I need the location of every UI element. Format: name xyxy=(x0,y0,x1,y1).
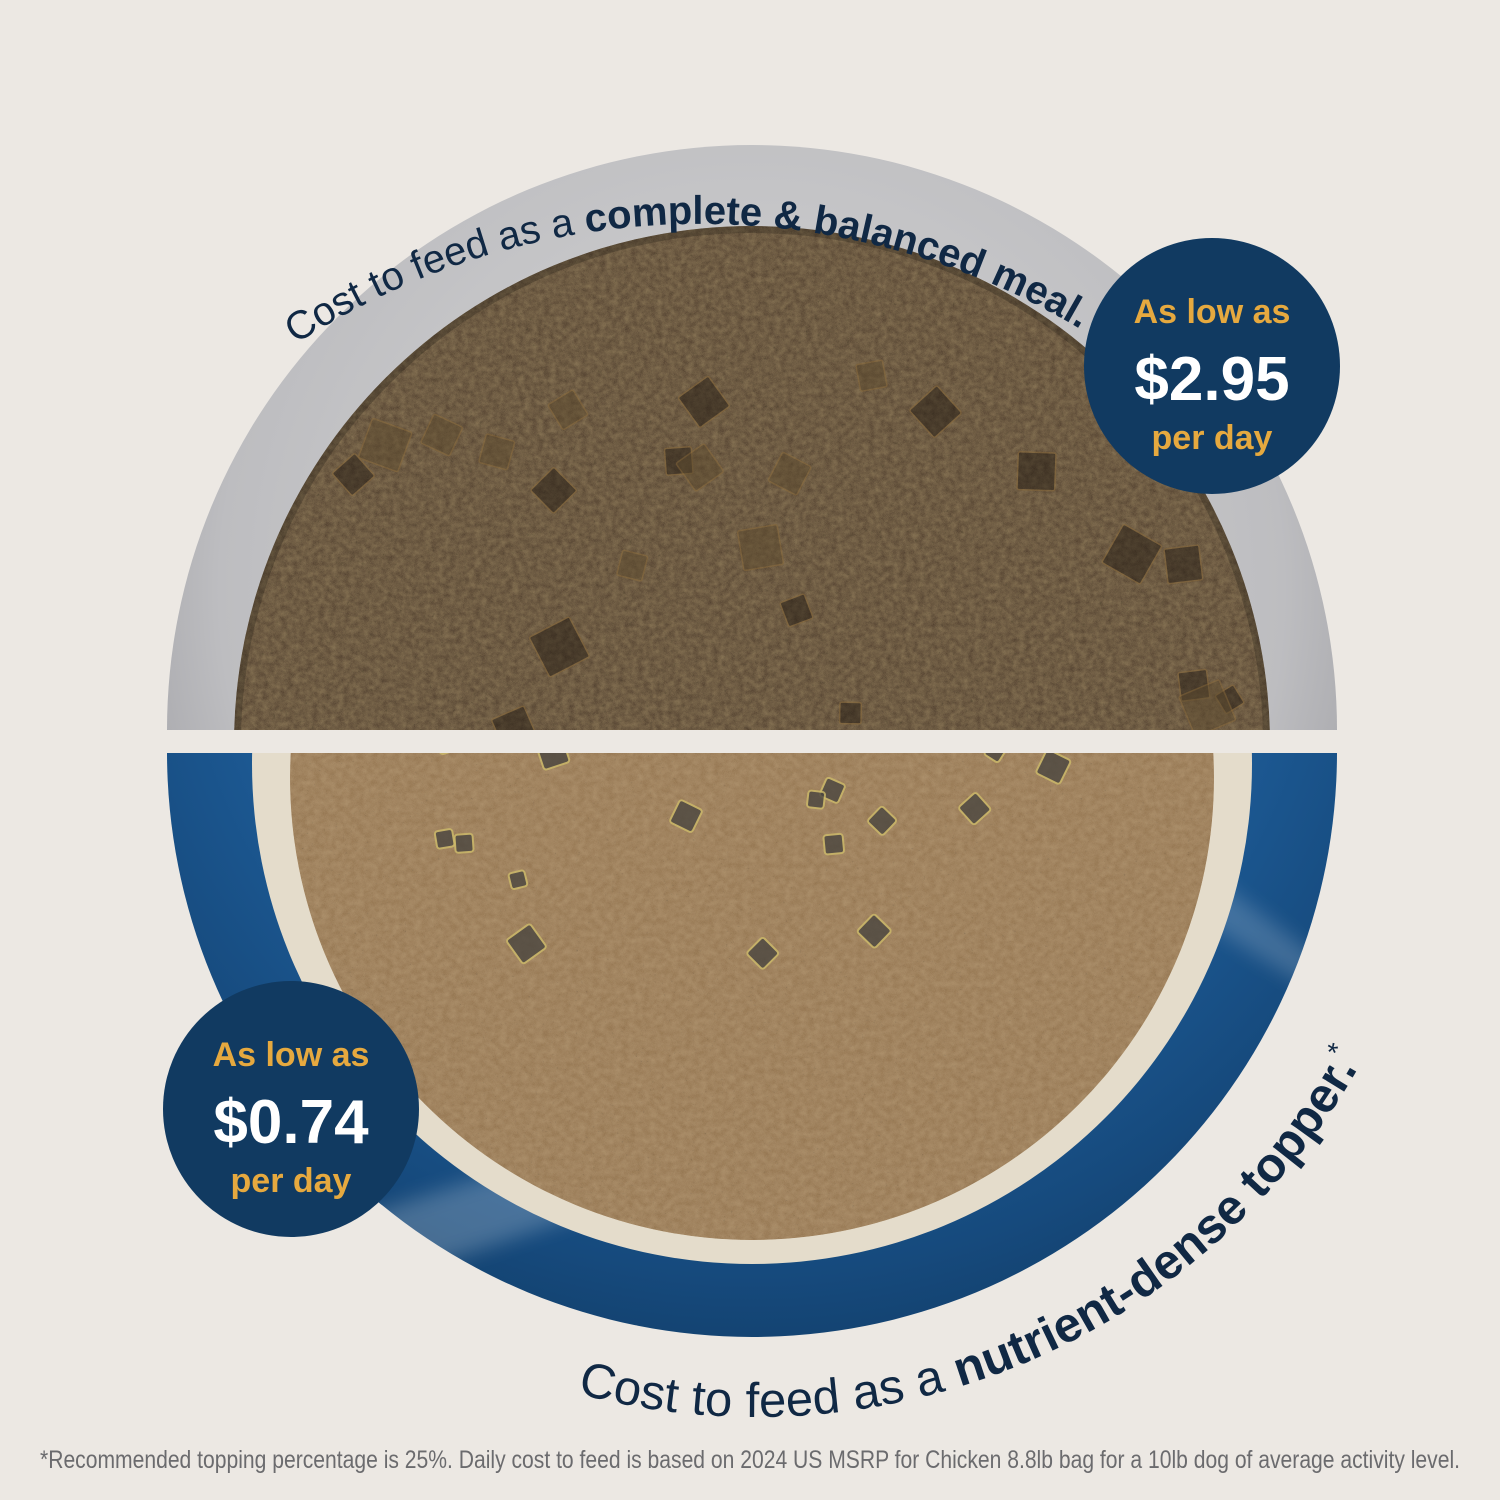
svg-text:*Recommended topping percentag: *Recommended topping percentage is 25%. … xyxy=(40,1446,1460,1474)
svg-text:As low as: As low as xyxy=(1134,293,1291,331)
svg-text:$0.74: $0.74 xyxy=(213,1088,369,1157)
svg-text:per day: per day xyxy=(231,1162,352,1200)
svg-text:per day: per day xyxy=(1152,419,1273,457)
svg-text:$2.95: $2.95 xyxy=(1134,345,1289,414)
svg-text:As low as: As low as xyxy=(213,1036,370,1074)
